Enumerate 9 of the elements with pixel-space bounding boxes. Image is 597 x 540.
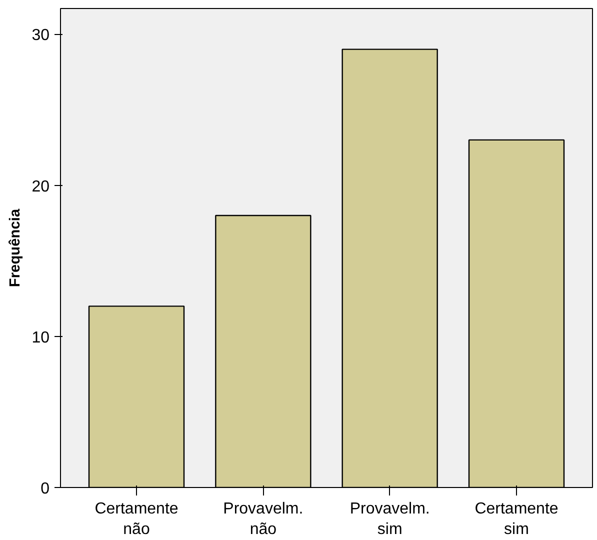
- x-tick-label: Certamente não: [94, 500, 178, 538]
- x-tick-label: Provavelm. sim: [350, 500, 430, 538]
- y-tick-label: 10: [32, 329, 50, 346]
- x-tick-label: Certamente sim: [474, 500, 558, 538]
- x-tick-label: Provavelm. não: [223, 500, 304, 538]
- y-tick-label: 0: [40, 480, 50, 498]
- y-tick-label: 30: [32, 27, 50, 44]
- y-tick-label: 20: [32, 178, 50, 196]
- y-axis-title: Frequência: [8, 208, 24, 288]
